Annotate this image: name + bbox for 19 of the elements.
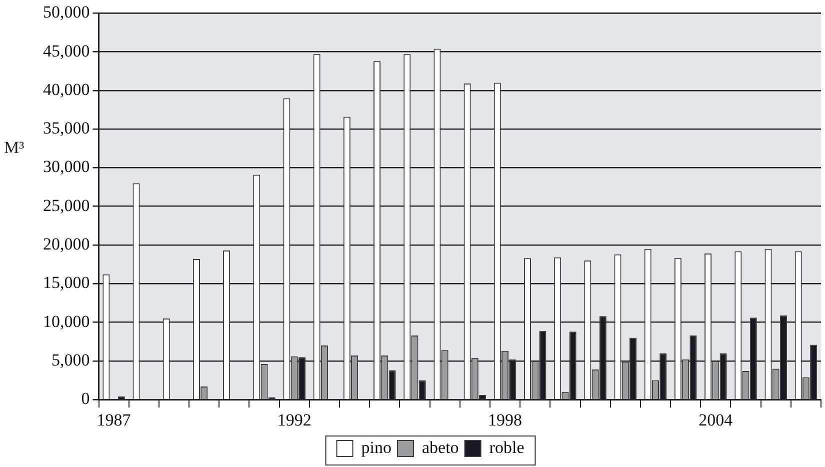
y-tick-label: 10,000 — [43, 312, 90, 331]
y-tick-label: 35,000 — [43, 118, 90, 138]
x-tick-label: 1998 — [488, 410, 522, 430]
legend-label: pino — [361, 438, 392, 457]
x-tick-label: 1992 — [277, 410, 312, 430]
x-tick-label: 1987 — [96, 410, 132, 430]
y-tick-label: 20,000 — [43, 234, 90, 254]
y-tick-label: 30,000 — [43, 157, 90, 176]
y-tick-label: 5,000 — [52, 350, 90, 370]
y-tick-label: 0 — [81, 389, 90, 408]
y-tick-label: 25,000 — [43, 196, 90, 215]
y-tick-label: 40,000 — [43, 80, 90, 99]
y-tick-label: 15,000 — [43, 273, 90, 292]
y-tick-label: 50,000 — [43, 2, 90, 22]
x-tick-label: 2004 — [698, 410, 734, 430]
legend-label: roble — [489, 438, 524, 457]
y-tick-label: 45,000 — [43, 41, 90, 60]
legend-label: abeto — [422, 438, 459, 457]
y-axis-title: M³ — [4, 138, 24, 157]
